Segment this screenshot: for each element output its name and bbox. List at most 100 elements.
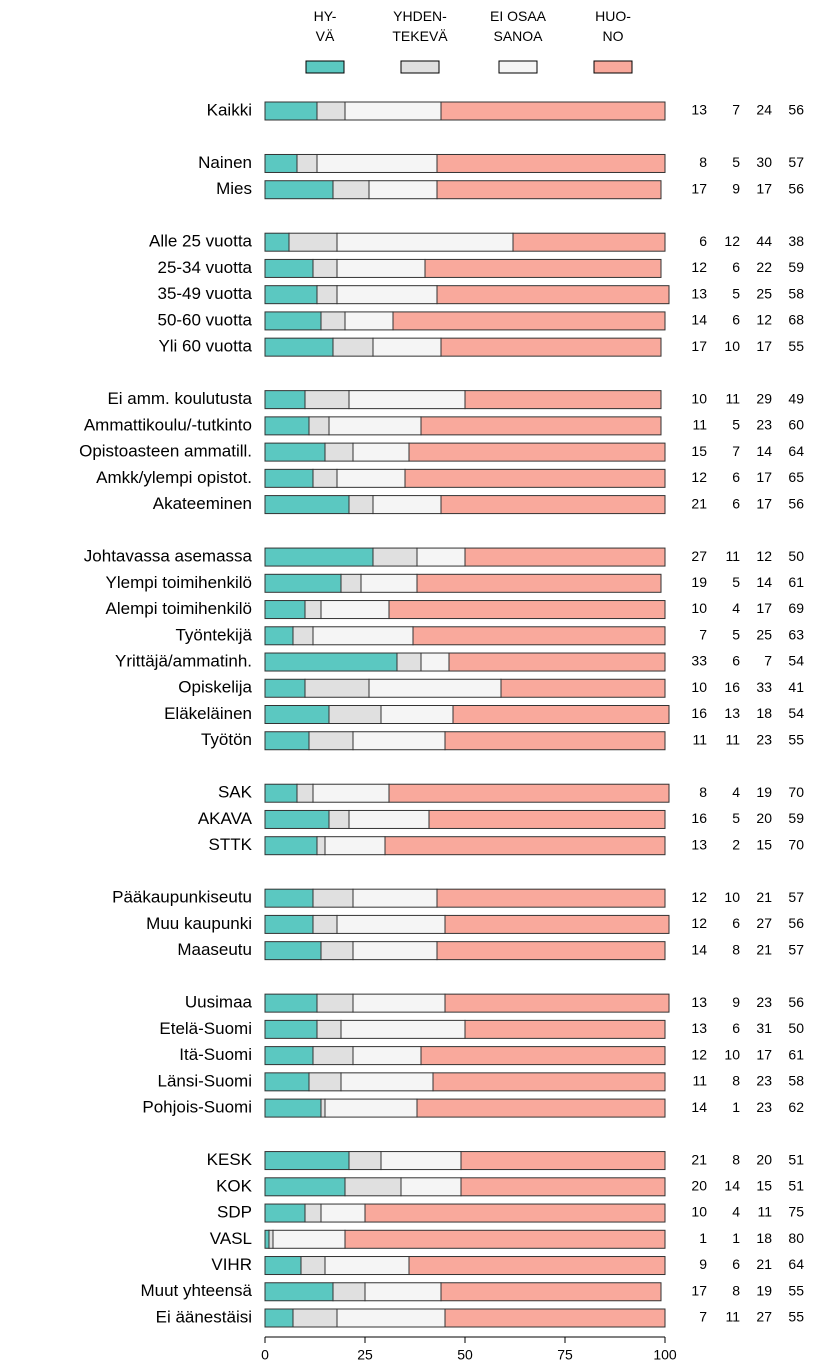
bar-segment — [264, 153, 298, 173]
bar-segment — [292, 1308, 338, 1328]
value-label: 50 — [788, 548, 804, 564]
bar-segment — [296, 783, 314, 803]
value-label: 75 — [788, 1204, 804, 1220]
value-label: 30 — [756, 154, 772, 170]
legend-swatch — [593, 60, 633, 74]
category-label: Johtavassa asemassa — [84, 547, 253, 566]
bar-segment — [264, 1098, 322, 1118]
x-tick-label: 0 — [261, 1347, 269, 1363]
bar-segment — [264, 1229, 270, 1249]
value-label: 15 — [756, 1178, 772, 1194]
bar-segment — [512, 232, 666, 252]
value-label: 10 — [691, 600, 707, 616]
bar-segment — [304, 600, 322, 620]
bar-segment — [440, 101, 666, 121]
bar-segment — [324, 1256, 410, 1276]
value-label: 70 — [788, 836, 804, 852]
value-label: 10 — [691, 679, 707, 695]
bar-segment — [264, 993, 318, 1013]
category-label: Ei amm. koulutusta — [107, 389, 252, 408]
value-label: 57 — [788, 154, 804, 170]
value-label: 15 — [691, 443, 707, 459]
value-label: 19 — [756, 1282, 772, 1298]
value-label: 54 — [788, 705, 804, 721]
value-label: 27 — [756, 1309, 772, 1325]
bar-segment — [316, 1019, 342, 1039]
category-label: AKAVA — [198, 809, 253, 828]
bar-segment — [380, 1151, 462, 1171]
value-label: 8 — [699, 784, 707, 800]
value-label: 12 — [691, 469, 707, 485]
category-label: Työntekijä — [175, 625, 252, 644]
value-label: 9 — [732, 180, 740, 196]
bar-segment — [272, 1229, 346, 1249]
bar-segment — [372, 547, 418, 567]
category-label: Nainen — [198, 153, 252, 172]
bar-segment — [416, 573, 662, 593]
bar-segment — [264, 1072, 310, 1092]
bar-segment — [464, 547, 666, 567]
bar-segment — [264, 914, 314, 934]
bar-segment — [316, 993, 354, 1013]
bar-segment — [336, 914, 446, 934]
bar-segment — [384, 836, 666, 856]
bar-segment — [264, 705, 330, 724]
value-label: 8 — [699, 154, 707, 170]
value-label: 11 — [725, 731, 740, 747]
bar-segment — [364, 1203, 666, 1223]
legend-swatch — [400, 60, 440, 74]
bar-segment — [432, 1072, 666, 1092]
bar-segment — [268, 1229, 274, 1249]
value-label: 10 — [691, 390, 707, 406]
bar-segment — [336, 258, 426, 278]
value-label: 49 — [788, 390, 804, 406]
bar-segment — [436, 180, 662, 200]
category-label: Etelä-Suomi — [159, 1019, 252, 1038]
category-label: Alle 25 vuotta — [149, 232, 253, 251]
legend-label: YHDEN-TEKEVÄ — [392, 8, 448, 44]
bar-segment — [372, 337, 442, 357]
value-label: 10 — [724, 1046, 740, 1062]
value-label: 11 — [692, 1073, 707, 1089]
bar-segment — [312, 258, 338, 278]
category-label: Eläkeläinen — [164, 704, 252, 723]
bar-segment — [348, 390, 466, 410]
bar-segment — [340, 573, 362, 593]
value-label: 17 — [756, 180, 772, 196]
bar-segment — [264, 416, 310, 436]
value-label: 17 — [756, 469, 772, 485]
value-label: 18 — [756, 705, 772, 721]
bar-segment — [264, 1256, 302, 1276]
bar-segment — [308, 416, 330, 436]
value-label: 4 — [732, 1204, 740, 1220]
bar-segment — [440, 1282, 662, 1302]
bar-segment — [348, 1151, 382, 1171]
bar-segment — [460, 1177, 666, 1197]
value-label: 5 — [732, 417, 740, 433]
bar-segment — [408, 1256, 666, 1276]
value-label: 24 — [756, 102, 772, 118]
value-label: 44 — [756, 233, 772, 249]
value-label: 11 — [725, 390, 740, 406]
value-label: 6 — [699, 233, 707, 249]
value-label: 9 — [699, 1256, 707, 1272]
bar-segment — [264, 626, 294, 646]
value-label: 33 — [756, 679, 772, 695]
bar-segment — [264, 285, 318, 305]
bar-segment — [264, 495, 350, 515]
bar-segment — [264, 941, 322, 961]
value-label: 12 — [691, 915, 707, 931]
value-label: 56 — [788, 180, 804, 196]
value-label: 56 — [788, 495, 804, 511]
bar-segment — [336, 232, 514, 252]
value-label: 11 — [692, 417, 707, 433]
value-label: 50 — [788, 1020, 804, 1036]
bar-segment — [352, 941, 438, 961]
bar-segment — [264, 600, 306, 620]
value-label: 17 — [691, 338, 707, 354]
bar-segment — [264, 1151, 350, 1171]
bar-segment — [344, 101, 442, 121]
category-label: Yrittäjä/ammatinh. — [115, 652, 252, 671]
value-label: 5 — [732, 626, 740, 642]
bar-segment — [436, 941, 666, 961]
